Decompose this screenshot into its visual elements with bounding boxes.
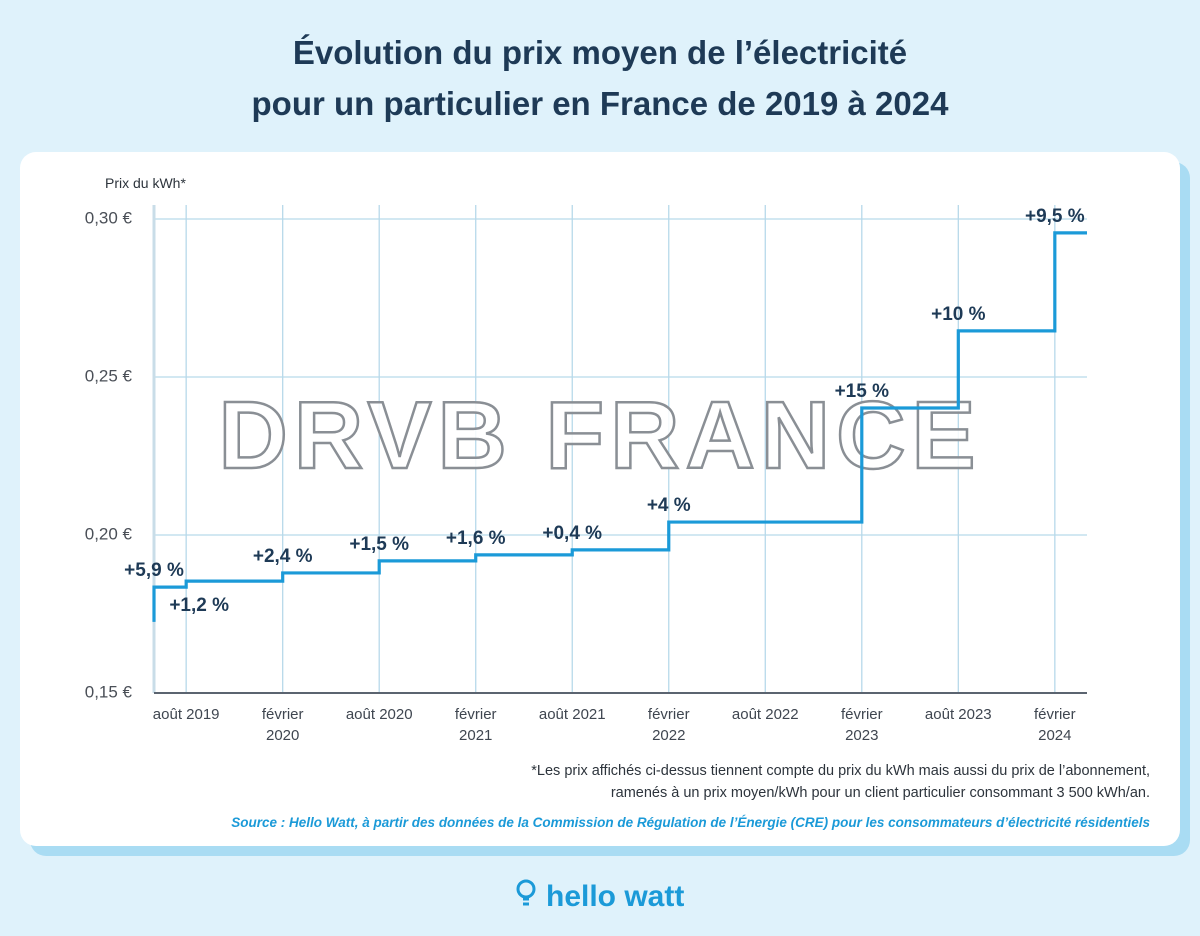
footnote: *Les prix affichés ci-dessus tiennent co… [531,763,1150,779]
chart-title: pour un particulier en France de 2019 à … [252,85,950,122]
card [20,152,1180,846]
brand: hello watt [546,880,684,913]
change-label: +0,4 % [542,523,602,544]
footnote: ramenés à un prix moyen/kWh pour un clie… [611,785,1150,801]
price-line [152,231,1087,622]
y-tick-label: 0,15 € [85,682,133,701]
logo-icon [516,879,536,906]
change-label: +1,2 % [169,595,229,616]
x-tick-label: août 2020 [345,706,413,723]
watermark: DRVB FRANCE [219,382,982,489]
y-tick-label: 0,30 € [85,208,133,227]
x-tick-label: février 2020 [261,706,304,744]
x-tick-label: août 2022 [731,706,799,723]
x-tick-label: février 2024 [1033,706,1076,744]
x-tick-label: août 2021 [538,706,606,723]
y-axis-label: Prix du kWh* [105,175,186,191]
change-label: +10 % [931,304,986,325]
change-label: +15 % [835,381,890,402]
change-label: +4 % [647,495,691,516]
x-tick-label: août 2023 [924,706,992,723]
change-label: +1,6 % [446,528,506,549]
x-tick-label: février 2021 [454,706,497,744]
x-tick-label: août 2019 [152,706,220,723]
chart-title: Évolution du prix moyen de l’électricité [293,34,907,71]
change-label: +9,5 % [1025,206,1085,227]
y-tick-label: 0,20 € [85,524,133,543]
change-label: +2,4 % [253,546,313,567]
x-tick-label: février 2022 [647,706,690,744]
y-tick-label: 0,25 € [85,366,133,385]
x-tick-label: février 2023 [840,706,883,744]
change-label: +1,5 % [349,534,409,555]
source: Source : Hello Watt, à partir des donnée… [231,815,1150,830]
change-label: +5,9 % [124,560,184,581]
